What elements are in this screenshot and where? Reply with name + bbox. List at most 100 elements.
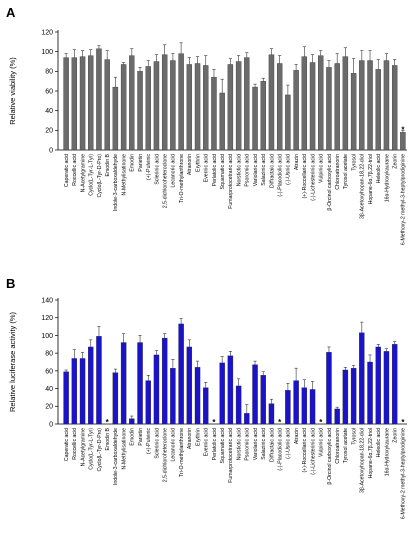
x-category-label-b: Heleolic acid (376, 428, 382, 458)
y-axis-label-a: Relative viability (%) (8, 57, 17, 125)
x-category-label-a: Diffractaic acid (269, 154, 275, 188)
bar-b (145, 380, 151, 425)
bar-b (219, 362, 225, 425)
x-category-label-b: Roccellic acid (72, 428, 78, 460)
significance-star-b: * (278, 418, 282, 427)
x-category-label-b: Vulpinic acid (319, 428, 325, 457)
bar-a (120, 64, 127, 151)
bar-a (194, 63, 201, 151)
y-tick-label-a: 120 (41, 29, 53, 36)
x-category-label-b: Atranorin (187, 428, 193, 449)
bar-a (334, 63, 340, 151)
x-category-label-b: Fumarprotocetraric acid (228, 428, 234, 483)
bar-a (71, 57, 78, 151)
bar-b (309, 389, 316, 425)
bar-a (153, 61, 160, 151)
x-category-label-b: β-Orcinol carboxylic acid (327, 428, 333, 485)
x-category-label-a: Zeorin (392, 154, 398, 169)
x-category-label-b: Chloroatranorin (335, 428, 341, 464)
x-category-label-b: 3β-Acetoxyhopan-18,22-diol (360, 428, 366, 493)
bar-b (342, 369, 349, 425)
bar-a (145, 66, 151, 151)
y-tick-label-a: 100 (41, 49, 53, 56)
x-category-label-b: Psoromic acid (245, 428, 251, 461)
significance-star-b: * (212, 418, 216, 427)
bar-a (268, 54, 275, 151)
bar-a (276, 63, 283, 151)
x-category-label-a: Emodin B (105, 153, 111, 176)
y-tick-label-b: 0 (49, 421, 53, 428)
x-category-label-b: Erythrin (195, 428, 201, 446)
x-category-label-a: 2,5-dichloroheteroclone (162, 154, 168, 208)
bar-a (203, 65, 209, 151)
x-category-label-a: (+)-Pulvinic (146, 154, 152, 180)
panel-label-a: A (6, 5, 16, 20)
bar-b (194, 367, 201, 425)
x-category-label-b: Squamatic acid (220, 428, 226, 464)
x-category-label-b: Atrazin (294, 428, 300, 444)
bar-b (79, 358, 86, 425)
bar-b (301, 387, 308, 425)
bar-a (252, 86, 258, 151)
x-category-label-b: Parietin (138, 428, 144, 446)
bar-b (334, 408, 340, 425)
panel-label-b: B (6, 276, 15, 291)
x-category-label-b: Cyclo(L-Tyr-L-Tyr) (89, 428, 95, 470)
x-category-label-a: Atrazin (294, 154, 300, 170)
x-category-label-a: Cyclo(L-Tyr-D-Pro) (97, 154, 103, 198)
bar-b (391, 344, 398, 425)
bar-a (285, 94, 291, 151)
bar-a (342, 56, 349, 151)
bar-b (367, 361, 373, 425)
x-category-label-b: Tyrosol acetate (343, 428, 349, 463)
bar-b (88, 346, 94, 425)
x-category-label-a: Heleolic acid (376, 154, 382, 184)
x-category-label-a: Caperatic acid (64, 154, 70, 187)
bar-b (178, 323, 184, 425)
x-category-label-a: (-)-Usnic acid (286, 154, 292, 185)
bar-a (235, 61, 242, 151)
x-category-label-a: Indole-3-carboxaldehyde (113, 154, 119, 211)
bar-b (383, 351, 390, 425)
x-category-label-a: Tyrosol (351, 154, 357, 171)
x-category-label-b: (-)-Usnic acid (286, 428, 292, 459)
x-category-label-b: 6-Methoxy-2 methyl-3-heptylprodiginine (401, 428, 407, 519)
x-category-label-b: (+)-Pulvinic (146, 428, 152, 454)
x-category-label-a: N-Acetylgramine (80, 154, 86, 192)
x-category-label-a: Roccellic acid (72, 154, 78, 186)
bar-a (350, 73, 357, 151)
bar-a (383, 60, 390, 151)
x-category-label-a: Atranorin (187, 154, 193, 175)
x-category-label-a: Perlatolic acid (212, 154, 218, 186)
bar-a (359, 60, 365, 151)
y-tick-label-a: 60 (45, 88, 53, 95)
x-category-label-a: Parietin (138, 154, 144, 172)
significance-star-b: * (319, 418, 323, 427)
bar-b (235, 385, 242, 425)
x-category-label-a: Evernic acid (204, 154, 210, 182)
bar-a (88, 55, 94, 151)
bar-a (112, 86, 119, 151)
x-category-label-b: Evernic acid (204, 428, 210, 456)
y-tick-label-b: 120 (41, 315, 53, 322)
bar-a (170, 60, 176, 151)
x-category-label-b: 16α-Hydroxykaurane (384, 428, 390, 476)
x-category-label-b: (-)-Lichesterinic acid (310, 428, 316, 475)
x-category-label-a: (+)-Roccellaric acid (302, 154, 308, 199)
x-category-label-b: Diffractaic acid (269, 428, 275, 462)
x-category-label-a: Hopane-6α,7β,22-triol (368, 154, 374, 204)
bar-a (137, 71, 143, 151)
x-category-label-b: N-Acetylgramine (80, 428, 86, 466)
significance-star-a: * (401, 125, 405, 134)
y-tick-label-b: 80 (45, 351, 53, 358)
bar-a (400, 132, 406, 151)
x-category-label-b: 2,5-dichloroheteroclone (162, 428, 168, 482)
y-axis-label-b: Relative luciferase activity (%) (8, 311, 17, 412)
x-category-label-a: (-)-Placodiolic acid (277, 154, 283, 197)
x-category-label-a: Squamatic acid (220, 154, 226, 190)
bar-b (244, 413, 250, 425)
y-tick-label-b: 100 (41, 333, 53, 340)
x-category-label-b: Salazinic acid (261, 428, 267, 460)
x-category-label-a: N-Methylisatinone (121, 154, 127, 196)
x-category-label-b: Variolaric acid (253, 428, 259, 460)
